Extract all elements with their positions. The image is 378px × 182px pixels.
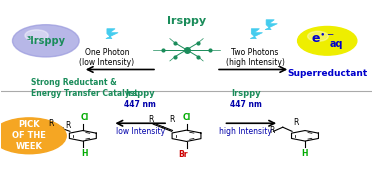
Text: PICK
OF THE
WEEK: PICK OF THE WEEK [12, 120, 46, 151]
Text: R: R [169, 115, 174, 124]
Circle shape [308, 31, 328, 41]
Text: R: R [65, 120, 71, 130]
Text: e$^{\bullet-}$: e$^{\bullet-}$ [311, 33, 336, 46]
Circle shape [0, 118, 66, 154]
Text: Strong Reductant &
Energy Transfer Catalyst: Strong Reductant & Energy Transfer Catal… [31, 78, 138, 98]
Text: R: R [269, 126, 274, 134]
Text: high Intensity: high Intensity [219, 127, 272, 136]
Polygon shape [265, 20, 277, 30]
Polygon shape [250, 29, 262, 39]
Circle shape [25, 30, 48, 41]
Text: Irsppy: Irsppy [231, 89, 260, 98]
Text: Cl: Cl [81, 113, 89, 122]
Polygon shape [106, 29, 118, 39]
Text: R: R [149, 115, 154, 124]
Text: R: R [49, 119, 54, 128]
Circle shape [12, 25, 79, 57]
Text: 447 nm: 447 nm [124, 100, 156, 109]
Text: Br: Br [178, 150, 187, 159]
Text: One Photon
(low Intensity): One Photon (low Intensity) [79, 48, 135, 67]
Text: Two Photons
(high Intensity): Two Photons (high Intensity) [226, 48, 285, 67]
Text: low Intensity: low Intensity [116, 127, 165, 136]
Circle shape [297, 26, 357, 55]
Text: Cl: Cl [183, 113, 191, 122]
Text: aq: aq [330, 39, 343, 49]
Text: Irsppy: Irsppy [125, 89, 155, 98]
Text: Superreductant: Superreductant [287, 70, 367, 78]
Text: H: H [81, 149, 88, 158]
Text: ³Irsppy: ³Irsppy [26, 36, 65, 46]
Text: Irsppy: Irsppy [167, 16, 206, 26]
Text: H: H [302, 149, 308, 158]
Text: 447 nm: 447 nm [230, 100, 262, 109]
Text: R: R [293, 118, 298, 127]
